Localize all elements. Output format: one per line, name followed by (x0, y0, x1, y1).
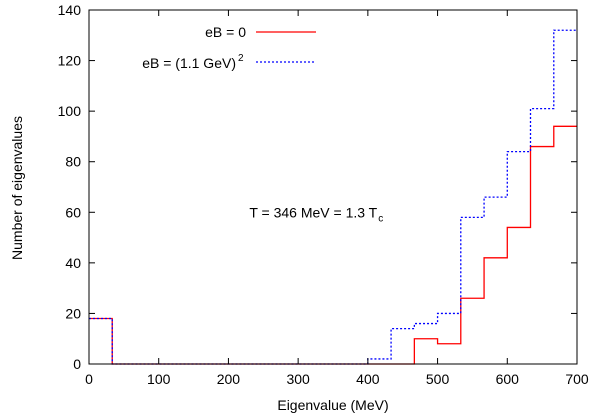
y-tick-label: 120 (58, 53, 82, 69)
annotation-subscript: c (378, 213, 383, 224)
x-axis-label: Eigenvalue (MeV) (277, 397, 388, 413)
x-tick-label: 600 (496, 371, 520, 387)
y-axis-label: Number of eigenvalues (9, 116, 25, 260)
series-eb0-step-line (89, 125, 577, 365)
legend-label-eb11-superscript: 2 (238, 53, 244, 64)
series-eb11-step-line (89, 29, 577, 365)
y-tick-label: 40 (65, 255, 81, 271)
plot-frame (88, 9, 578, 365)
y-tick-label: 140 (58, 2, 82, 18)
y-tick-label: 60 (65, 204, 81, 220)
x-tick-label: 100 (147, 371, 171, 387)
ticks-layer: 0 100 200 300 400 500 600 700 0 20 40 60 80 100 120 140 (58, 2, 589, 387)
temperature-annotation: T = 346 MeV = 1.3 T c (249, 204, 383, 224)
y-tick-label: 80 (65, 154, 81, 170)
x-tick-label: 200 (217, 371, 241, 387)
x-tick-label: 400 (356, 371, 380, 387)
y-tick-label: 0 (73, 356, 81, 372)
x-tick-label: 300 (286, 371, 310, 387)
legend-label-eb0: eB = 0 (205, 24, 246, 40)
legend: eB = 0 eB = (1.1 GeV) 2 (142, 24, 316, 71)
x-tick-label: 500 (426, 371, 450, 387)
y-tick-label: 20 (65, 305, 81, 321)
legend-label-eb11: eB = (1.1 GeV) (142, 55, 236, 71)
annotation-text: T = 346 MeV = 1.3 T (249, 204, 377, 220)
x-tick-label: 700 (565, 371, 589, 387)
x-tick-label: 0 (85, 371, 93, 387)
y-tick-label: 100 (58, 103, 82, 119)
series-layer (89, 29, 577, 365)
